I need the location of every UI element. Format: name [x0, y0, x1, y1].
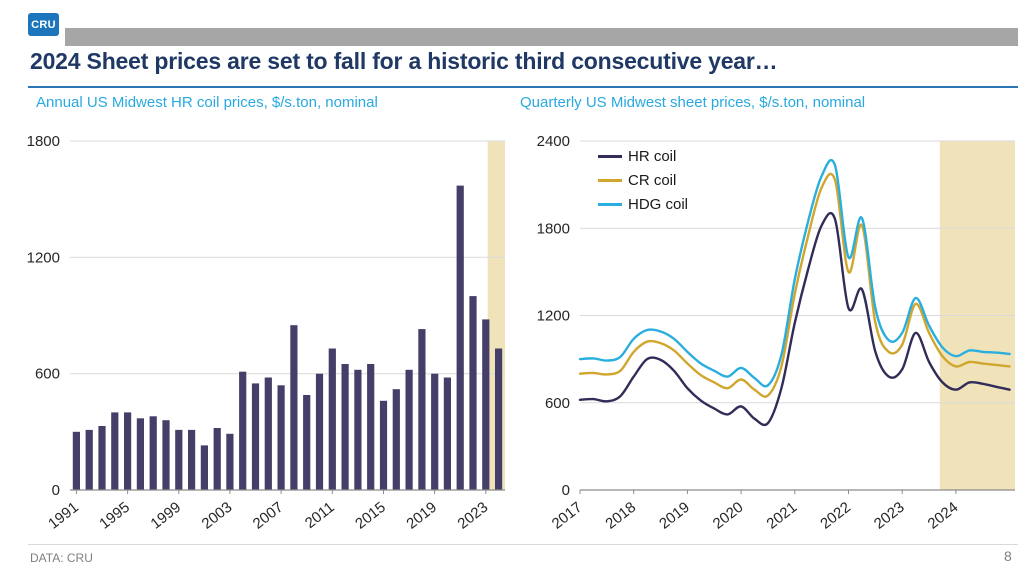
cru-logo: CRU: [28, 13, 59, 36]
svg-text:2023: 2023: [455, 499, 492, 533]
svg-text:2023: 2023: [871, 499, 908, 533]
legend-swatch-hr: [598, 155, 622, 158]
chart-subtitle-right: Quarterly US Midwest sheet prices, $/s.t…: [520, 94, 866, 111]
legend-swatch-cr: [598, 179, 622, 182]
svg-text:2024: 2024: [925, 499, 962, 533]
svg-text:2400: 2400: [537, 133, 570, 150]
svg-text:2017: 2017: [549, 499, 586, 533]
svg-text:1995: 1995: [96, 499, 133, 533]
page-number: 8: [1004, 548, 1012, 564]
legend-item-hr: HR coil: [598, 148, 688, 165]
svg-text:2003: 2003: [199, 499, 236, 533]
legend-item-cr: CR coil: [598, 172, 688, 189]
svg-text:2018: 2018: [602, 499, 639, 533]
legend: HR coil CR coil HDG coil: [598, 148, 688, 213]
legend-label-hr: HR coil: [628, 148, 677, 165]
svg-text:600: 600: [35, 366, 60, 383]
svg-text:0: 0: [52, 482, 60, 499]
svg-text:1800: 1800: [27, 133, 60, 150]
top-bar: [65, 28, 1018, 46]
svg-text:1200: 1200: [537, 308, 570, 325]
line-chart: 0 600 1200 1800 2400 2017 2018 2019 2020 2021 2022…: [537, 133, 1015, 533]
svg-text:2015: 2015: [352, 499, 389, 533]
svg-text:2019: 2019: [656, 499, 693, 533]
svg-text:2007: 2007: [250, 499, 287, 533]
chart-subtitle-left: Annual US Midwest HR coil prices, $/s.to…: [36, 94, 378, 111]
svg-text:2019: 2019: [403, 499, 440, 533]
title-underline: [28, 86, 1018, 88]
svg-text:2021: 2021: [764, 499, 801, 533]
svg-text:600: 600: [545, 395, 570, 412]
footer-divider: [28, 544, 1018, 545]
svg-text:0: 0: [562, 482, 570, 499]
svg-text:2022: 2022: [817, 499, 854, 533]
svg-text:2011: 2011: [302, 499, 338, 532]
legend-label-cr: CR coil: [628, 172, 677, 189]
footer-source: DATA: CRU: [30, 551, 93, 565]
bar-chart: 0 600 1200 1800 1991 1995 1999 2003 2007 2011 2015…: [27, 133, 505, 533]
svg-text:1999: 1999: [147, 499, 184, 533]
svg-text:1200: 1200: [27, 249, 60, 266]
svg-text:1800: 1800: [537, 220, 570, 237]
legend-label-hdg: HDG coil: [628, 196, 689, 213]
svg-text:2020: 2020: [710, 499, 747, 533]
svg-text:1991: 1991: [45, 499, 82, 533]
legend-swatch-hdg: [598, 203, 622, 206]
legend-item-hdg: HDG coil: [598, 196, 688, 213]
page-title: 2024 Sheet prices are set to fall for a …: [30, 48, 778, 74]
